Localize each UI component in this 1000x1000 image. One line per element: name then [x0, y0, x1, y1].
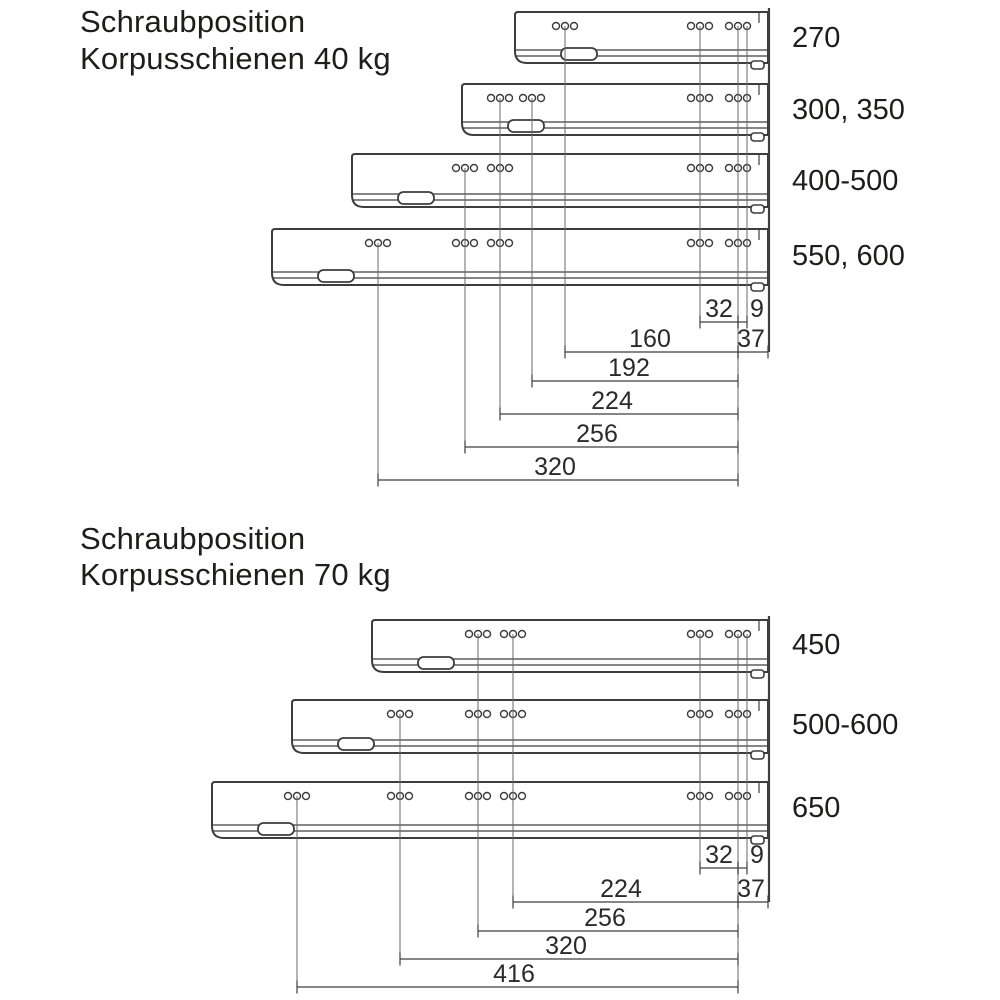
screw-hole: [686, 93, 696, 103]
screw-hole: [686, 238, 696, 248]
dim-label-320: 320: [534, 453, 576, 481]
rail-length-label-270: 270: [792, 22, 841, 54]
screw-hole: [686, 629, 696, 639]
screw-hole: [464, 629, 474, 639]
release-latch: [337, 737, 375, 751]
screw-hole: [504, 238, 514, 248]
rail-length-label-650: 650: [792, 792, 841, 824]
screw-hole: [724, 21, 734, 31]
screw-hole: [724, 163, 734, 173]
section-70kg-title-line2: Korpusschienen 70 kg: [80, 557, 391, 592]
section-40kg-title-line1: Schraubposition: [80, 4, 306, 39]
screw-hole: [724, 629, 734, 639]
screw-hole: [464, 709, 474, 719]
dim-label-32: 32: [705, 841, 733, 869]
rail-rear-hook: [750, 750, 765, 760]
rail-rear-hook: [750, 132, 765, 142]
screw-hole: [517, 709, 527, 719]
dim-label-224: 224: [600, 875, 642, 903]
rail-length-label-300-350: 300, 350: [792, 94, 905, 126]
release-latch: [560, 47, 598, 61]
screw-hole: [504, 93, 514, 103]
dim-label-9: 9: [750, 295, 764, 323]
screw-hole: [499, 709, 509, 719]
screw-hole: [504, 163, 514, 173]
screw-hole: [704, 93, 714, 103]
screw-hole: [486, 93, 496, 103]
screw-hole: [469, 238, 479, 248]
dim-label-37: 37: [737, 325, 765, 353]
screw-hole: [704, 709, 714, 719]
screw-hole: [451, 163, 461, 173]
screw-hole: [386, 709, 396, 719]
screw-hole: [704, 21, 714, 31]
rail-length-label-550-600: 550, 600: [792, 240, 905, 272]
section-40kg-title-line2: Korpusschienen 40 kg: [80, 41, 391, 76]
dim-label-192: 192: [608, 354, 650, 382]
screw-hole: [518, 93, 528, 103]
screw-hole: [517, 629, 527, 639]
rail-body: [271, 228, 769, 286]
dim-label-9: 9: [750, 841, 764, 869]
screw-hole: [551, 21, 561, 31]
release-latch: [507, 119, 545, 133]
screw-hole: [451, 238, 461, 248]
screw-hole: [499, 629, 509, 639]
dim-label-256: 256: [584, 904, 626, 932]
screw-hole: [704, 791, 714, 801]
rail-length-label-400-500: 400-500: [792, 165, 899, 197]
dim-label-416: 416: [493, 960, 535, 988]
screw-hole: [724, 238, 734, 248]
dim-label-37: 37: [737, 875, 765, 903]
release-latch: [417, 656, 455, 670]
dim-label-320: 320: [545, 932, 587, 960]
section-70kg-title-line1: Schraubposition: [80, 521, 306, 556]
release-latch: [397, 191, 435, 205]
screw-hole: [686, 21, 696, 31]
screw-hole: [724, 93, 734, 103]
screw-hole: [482, 709, 492, 719]
dim-label-224: 224: [591, 387, 633, 415]
screw-hole: [704, 163, 714, 173]
screw-hole: [486, 238, 496, 248]
screw-hole: [517, 791, 527, 801]
release-latch: [257, 822, 295, 836]
screw-hole: [386, 791, 396, 801]
screw-hole: [382, 238, 392, 248]
screw-hole: [686, 791, 696, 801]
screw-hole: [536, 93, 546, 103]
screw-hole: [724, 791, 734, 801]
rail-length-label-500-600: 500-600: [792, 709, 899, 741]
screw-hole: [686, 163, 696, 173]
screw-hole: [482, 791, 492, 801]
rail-rear-hook: [750, 835, 765, 845]
rail-rear-hook: [750, 60, 765, 70]
dim-label-32: 32: [705, 295, 733, 323]
rail-rear-hook: [750, 204, 765, 214]
screw-hole: [283, 791, 293, 801]
rail-body: [211, 781, 769, 839]
screw-hole: [404, 709, 414, 719]
screw-hole: [724, 709, 734, 719]
screw-hole: [704, 629, 714, 639]
screw-hole: [704, 238, 714, 248]
rail-length-label-450: 450: [792, 629, 841, 661]
rail-rear-hook: [750, 282, 765, 292]
rail-rear-hook: [750, 669, 765, 679]
screw-hole: [499, 791, 509, 801]
screw-hole: [569, 21, 579, 31]
dim-label-160: 160: [629, 325, 671, 353]
screw-hole: [364, 238, 374, 248]
screw-hole: [686, 709, 696, 719]
screw-hole: [482, 629, 492, 639]
release-latch: [317, 269, 355, 283]
screw-hole: [404, 791, 414, 801]
screw-hole: [486, 163, 496, 173]
screw-hole: [301, 791, 311, 801]
screw-hole: [464, 791, 474, 801]
screw-hole: [469, 163, 479, 173]
dim-label-256: 256: [576, 420, 618, 448]
